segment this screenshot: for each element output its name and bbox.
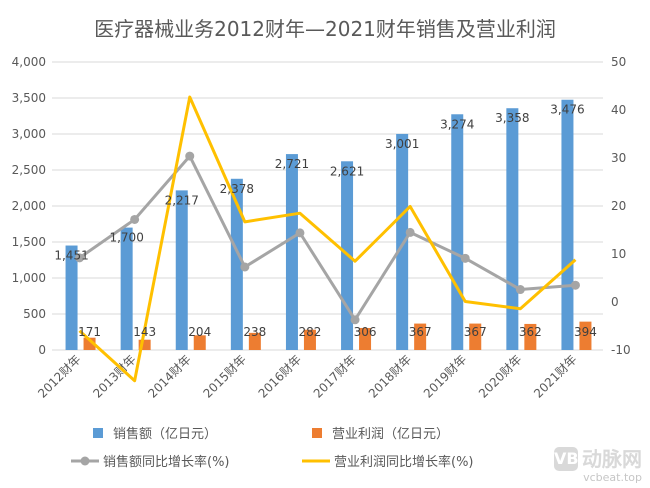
data-label-sales: 2,217: [165, 193, 199, 207]
data-label-sales: 3,001: [385, 137, 419, 151]
bar-sales: [285, 154, 298, 350]
bar-profit: [303, 329, 316, 350]
data-label-profit: 143: [133, 325, 156, 339]
point-sales-growth: [350, 315, 360, 325]
data-label-sales: 1,451: [54, 249, 88, 263]
point-sales-growth: [405, 227, 415, 237]
y-left-tick-label: 3,000: [12, 127, 46, 141]
y-left-tick-label: 4,000: [12, 55, 46, 69]
y-left-tick-label: 1,500: [12, 235, 46, 249]
data-label-profit: 282: [298, 325, 321, 339]
legend-marker: [80, 456, 90, 466]
chart-title: 医疗器械业务2012财年—2021财年销售及营业利润: [94, 17, 556, 41]
point-sales-growth: [570, 280, 580, 290]
bar-sales: [120, 227, 133, 350]
bar-sales: [451, 114, 464, 350]
data-label-profit: 238: [243, 325, 266, 339]
data-label-profit: 394: [574, 325, 597, 339]
y-right-tick-label: 20: [611, 199, 626, 213]
data-label-sales: 1,700: [109, 231, 143, 245]
x-tick-label: 2017财年: [311, 352, 359, 400]
x-tick-label: 2015财年: [201, 352, 249, 400]
data-label-profit: 204: [188, 325, 211, 339]
y-right-tick-label: 0: [611, 295, 619, 309]
y-right-tick-label: 30: [611, 151, 626, 165]
point-sales-growth: [185, 151, 195, 161]
y-right-tick-label: -10: [611, 343, 631, 357]
line-profit-growth: [78, 95, 577, 383]
y-left-tick-label: 1,000: [12, 271, 46, 285]
watermark-badge: VB: [554, 447, 579, 471]
bar-sales: [65, 245, 78, 350]
x-tick-label: 2021财年: [531, 352, 579, 400]
x-tick-label: 2016财年: [256, 352, 304, 400]
x-tick-label: 2019财年: [421, 352, 469, 400]
watermark-url: vcbeat.top: [583, 471, 642, 484]
y-left-tick-label: 2,000: [12, 199, 46, 213]
x-tick-label: 2014财年: [145, 352, 193, 400]
data-label-profit: 367: [409, 325, 432, 339]
legend-label: 营业利润同比增长率(%): [334, 454, 474, 470]
point-sales-growth: [240, 262, 250, 272]
legend-swatch: [93, 428, 103, 438]
data-label-sales: 2,721: [275, 157, 309, 171]
y-left-tick-label: 500: [23, 307, 46, 321]
bar-sales: [230, 178, 243, 350]
data-label-profit: 362: [519, 325, 542, 339]
data-label-profit: 306: [354, 325, 377, 339]
legend-label: 销售额（亿日元）: [113, 426, 217, 442]
watermark-name: 动脉网: [582, 447, 642, 471]
y-right-tick-label: 40: [611, 103, 626, 117]
y-left-tick-label: 3,500: [12, 91, 46, 105]
bar-sales: [396, 133, 409, 350]
bar-sales: [506, 108, 519, 350]
point-sales-growth: [515, 285, 525, 295]
y-left-tick-label: 0: [38, 343, 46, 357]
bar-profit: [359, 327, 372, 350]
watermark-logo: VB 动脉网 vcbeat.top: [554, 447, 642, 484]
bar-sales: [175, 190, 188, 350]
x-tick-label: 2020财年: [476, 352, 524, 400]
data-label-profit: 367: [464, 325, 487, 339]
bar-profit: [524, 323, 537, 350]
data-label-sales: 3,476: [550, 103, 584, 117]
y-left-tick-label: 2,500: [12, 163, 46, 177]
data-label-sales: 2,378: [220, 182, 254, 196]
data-label-sales: 3,274: [440, 117, 474, 131]
bar-profit: [579, 321, 592, 350]
x-tick-label: 2012财年: [35, 352, 83, 400]
bar-profit: [414, 323, 427, 350]
bar-profit: [248, 332, 261, 350]
bar-profit: [469, 323, 482, 350]
legend-label: 销售额同比增长率(%): [103, 454, 230, 470]
point-sales-growth: [460, 253, 470, 263]
point-sales-growth: [295, 228, 305, 238]
data-label-profit: 171: [78, 325, 101, 339]
data-label-sales: 2,621: [330, 164, 364, 178]
line-sales-growth: [78, 154, 576, 322]
data-label-sales: 3,358: [495, 111, 529, 125]
y-right-tick-label: 10: [611, 247, 626, 261]
point-sales-growth: [130, 214, 140, 224]
legend-label: 营业利润（亿日元）: [332, 427, 449, 442]
bar-profit: [193, 335, 206, 350]
point-sales-growth: [75, 253, 85, 263]
legend-swatch: [312, 428, 322, 438]
y-right-tick-label: 50: [611, 55, 626, 69]
bar-profit: [138, 339, 151, 350]
x-tick-label: 2018财年: [366, 352, 414, 400]
bar-sales: [561, 99, 574, 350]
